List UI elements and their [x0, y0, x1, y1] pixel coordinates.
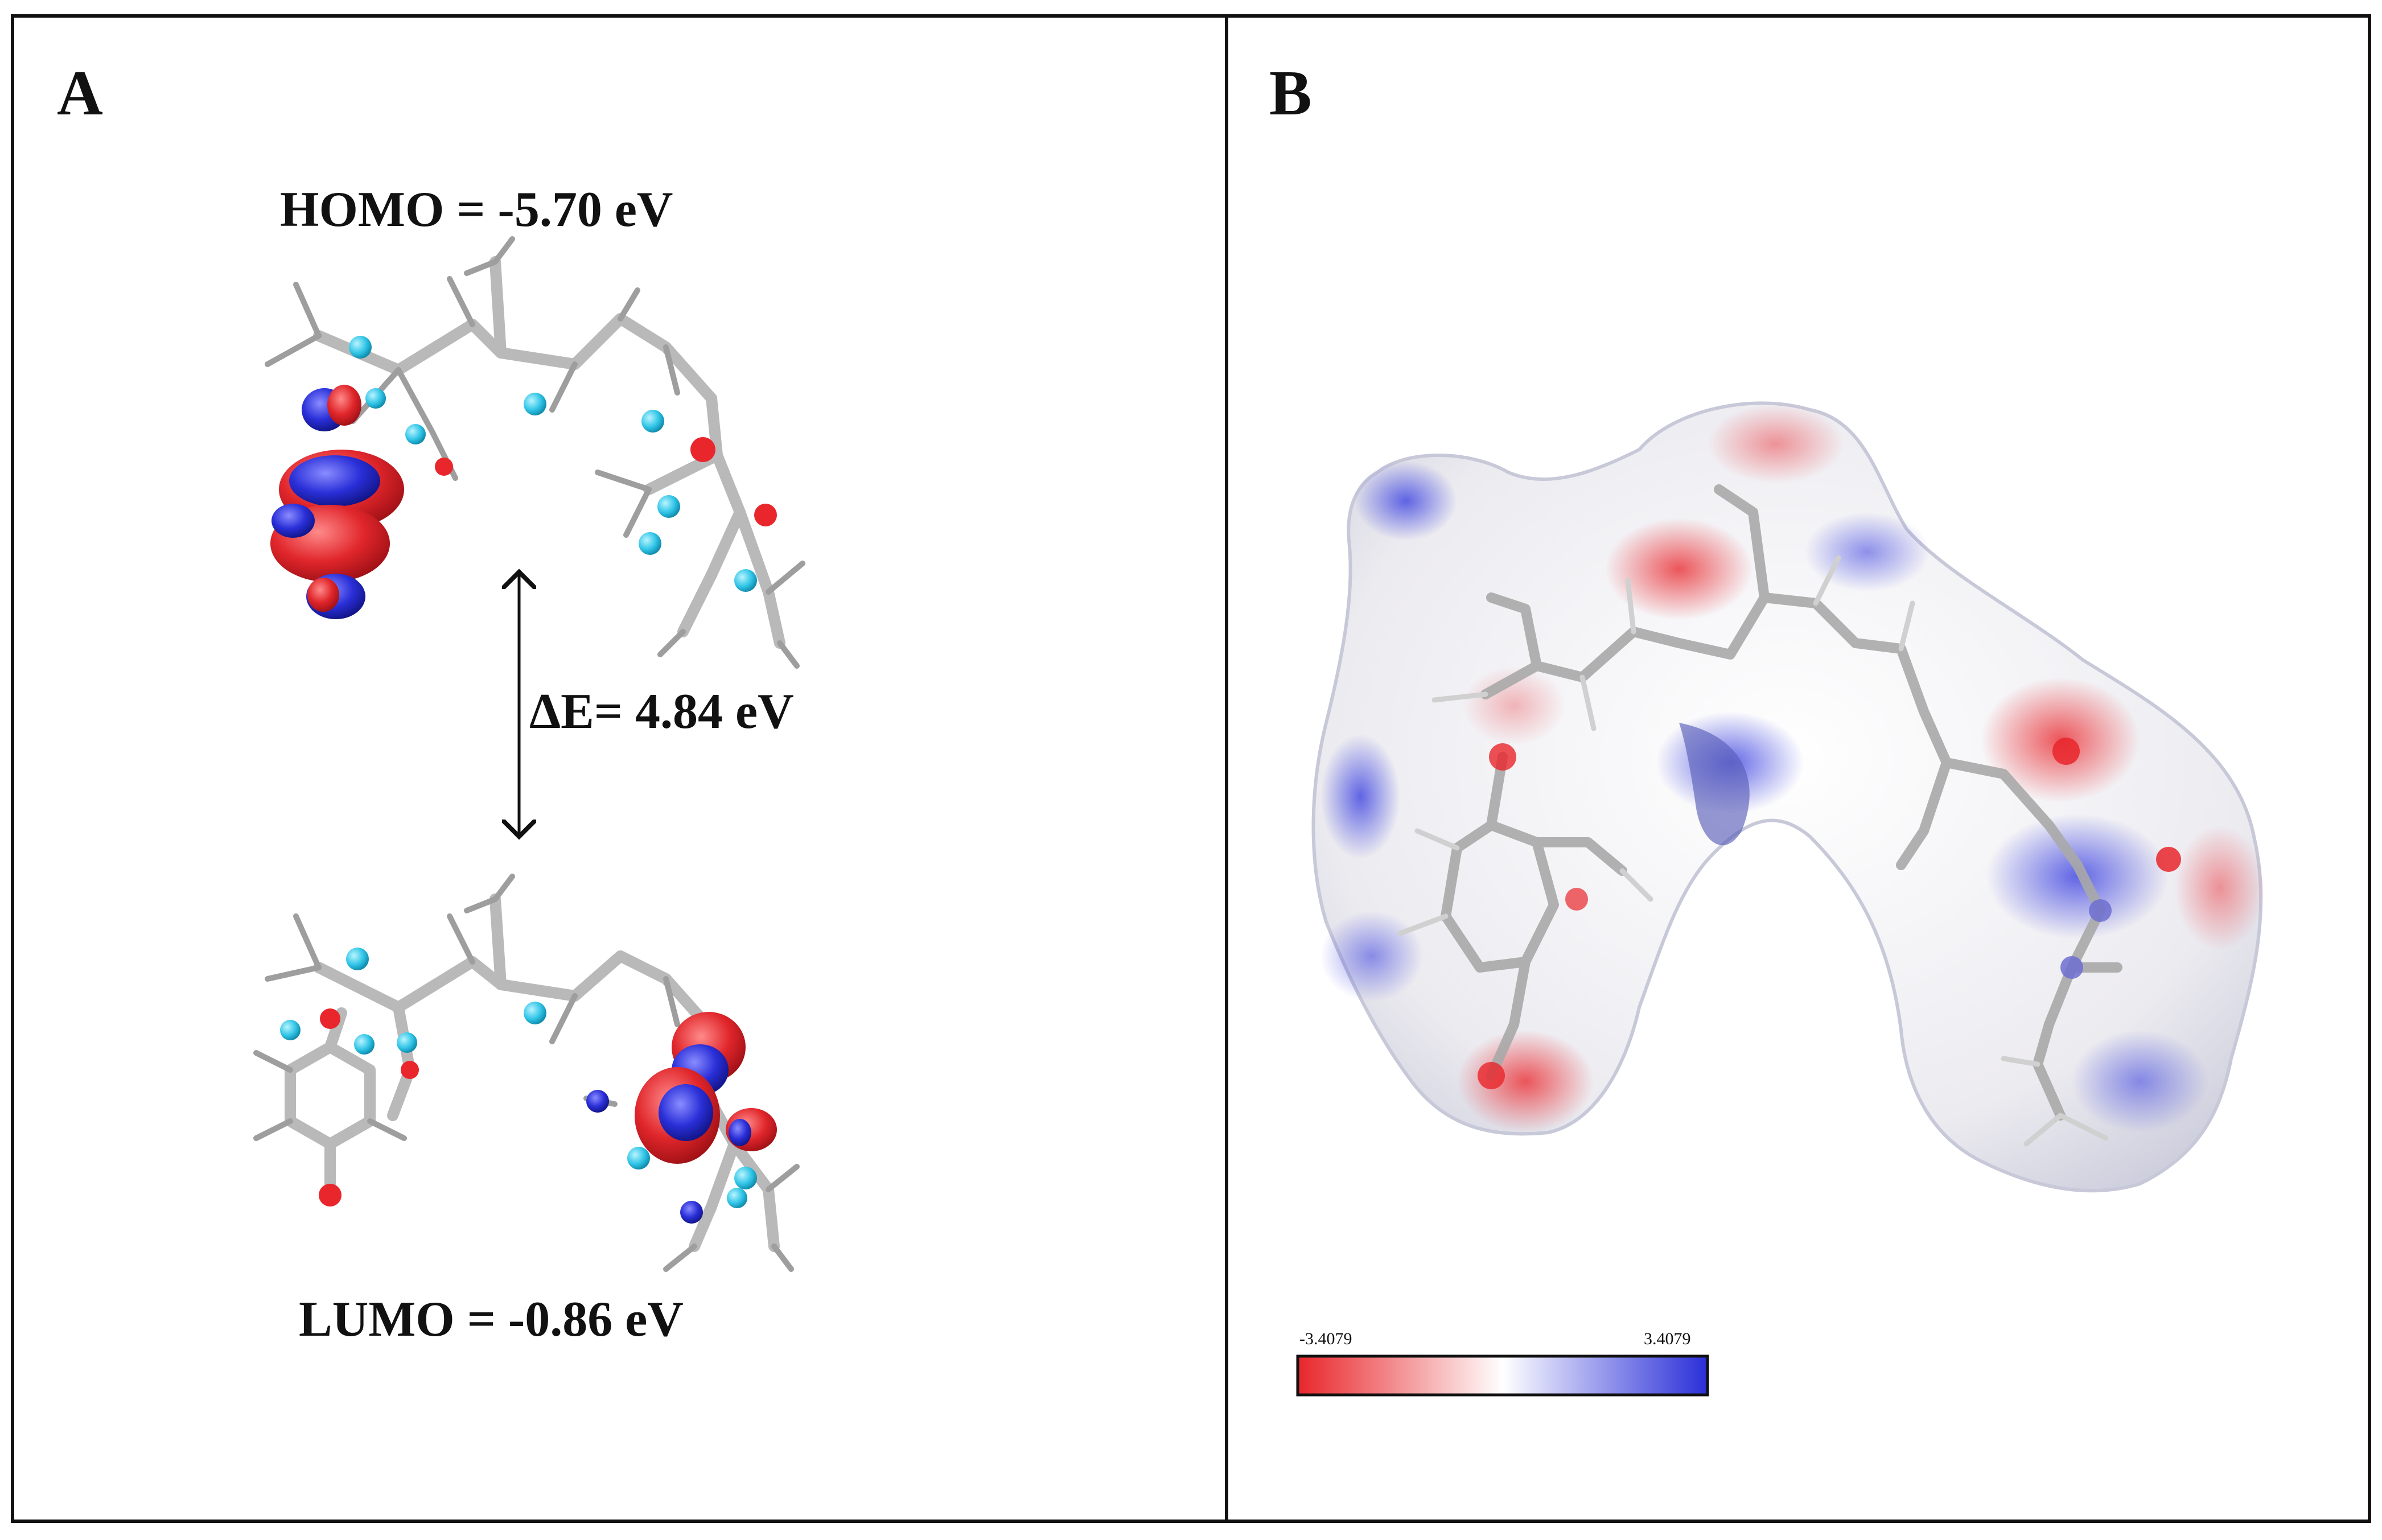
homo-molecule	[265, 236, 805, 669]
electrostatic-potential-surface	[1311, 401, 2265, 1193]
scale-min-label: -3.4079	[1299, 1329, 1352, 1348]
energy-gap-label: ΔE= 4.84 eV	[529, 684, 794, 739]
potential-color-scale	[1296, 1354, 1709, 1397]
panel-a-letter: A	[57, 58, 103, 129]
homo-energy-label: HOMO = -5.70 eV	[280, 182, 673, 237]
scale-max-label: 3.4079	[1644, 1329, 1691, 1348]
panel-b-frame	[1225, 14, 2371, 1523]
lumo-molecule	[253, 874, 800, 1272]
lumo-energy-label: LUMO = -0.86 eV	[299, 1292, 684, 1347]
panel-b-letter: B	[1269, 58, 1312, 129]
